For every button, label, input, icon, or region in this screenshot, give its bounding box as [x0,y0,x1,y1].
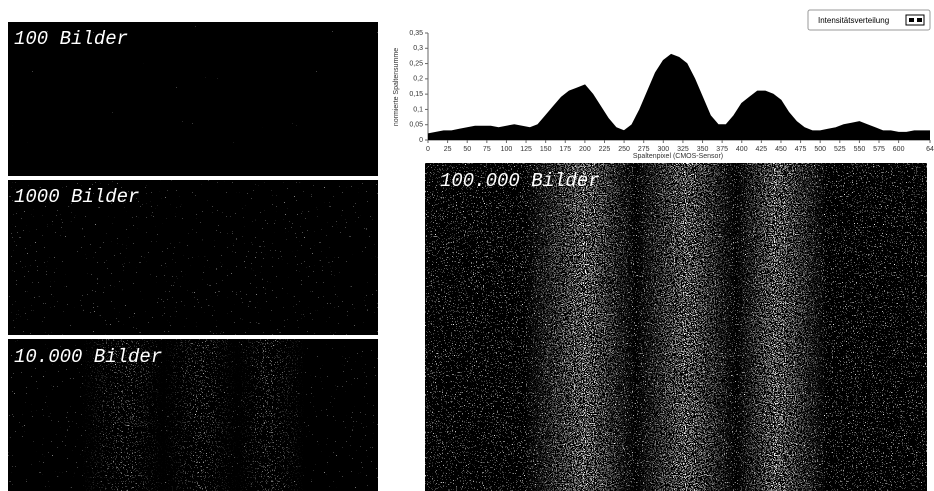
x-tick-label: 50 [463,146,471,153]
panel: 10.000 Bilder [8,339,378,491]
panel-label: 100 Bilder [14,28,128,50]
y-tick-label: 0,1 [413,106,423,113]
x-tick-label: 225 [599,146,611,153]
y-tick-label: 0,15 [409,91,423,98]
x-tick-label: 200 [579,146,591,153]
y-tick-label: 0,3 [413,45,423,52]
panel-label: 1000 Bilder [14,186,139,208]
x-tick-label: 350 [697,146,709,153]
y-tick-label: 0,2 [413,76,423,83]
y-tick-label: 0,05 [409,122,423,129]
y-tick-label: 0,25 [409,60,423,67]
x-tick-label: 125 [520,146,532,153]
speckles [8,22,378,176]
x-tick-label: 0 [426,146,430,153]
x-tick-label: 450 [775,146,787,153]
x-tick-label: 500 [814,146,826,153]
y-axis-title: normierte Spaltensumme [393,48,400,126]
area-line [427,53,930,135]
panel-label: 100.000 Bilder [440,170,600,192]
x-tick-label: 250 [618,146,630,153]
x-tick-label: 375 [716,146,728,153]
y-tick-label: 0 [419,137,423,144]
x-tick-label: 325 [677,146,689,153]
x-tick-label: 600 [893,146,905,153]
x-tick-label: 550 [854,146,866,153]
panel: 1000 Bilder [8,180,378,335]
legend-label: Intensitätsverteilung [818,16,889,25]
panel-label: 10.000 Bilder [14,346,162,368]
x-tick-label: 300 [657,146,669,153]
speckles [8,180,378,335]
x-tick-label: 425 [756,146,768,153]
x-tick-label: 400 [736,146,748,153]
x-tick-label: 25 [444,146,452,153]
x-tick-label: 525 [834,146,846,153]
chart: Intensitätsverteilung normierte Spaltens… [393,9,931,160]
speckle-bands [425,163,927,491]
legend-box [807,9,931,31]
x-tick-label: 150 [540,146,552,153]
panel: 100.000 Bilder [425,163,927,491]
x-tick-label: 175 [559,146,571,153]
x-tick-label: 575 [873,146,885,153]
x-axis-title: Spaltenpixel (CMOS-Sensor) [633,153,723,160]
x-tick-label: 75 [483,146,491,153]
area-fill [428,54,930,140]
panel: 100 Bilder [8,22,378,176]
x-tick-label: 275 [638,146,650,153]
x-tick-label: 100 [501,146,513,153]
legend-icon [905,14,925,26]
y-tick-label: 0,35 [409,30,423,37]
x-tick-label: 64 [926,146,934,153]
x-tick-label: 475 [795,146,807,153]
speckle-bands [8,339,378,491]
